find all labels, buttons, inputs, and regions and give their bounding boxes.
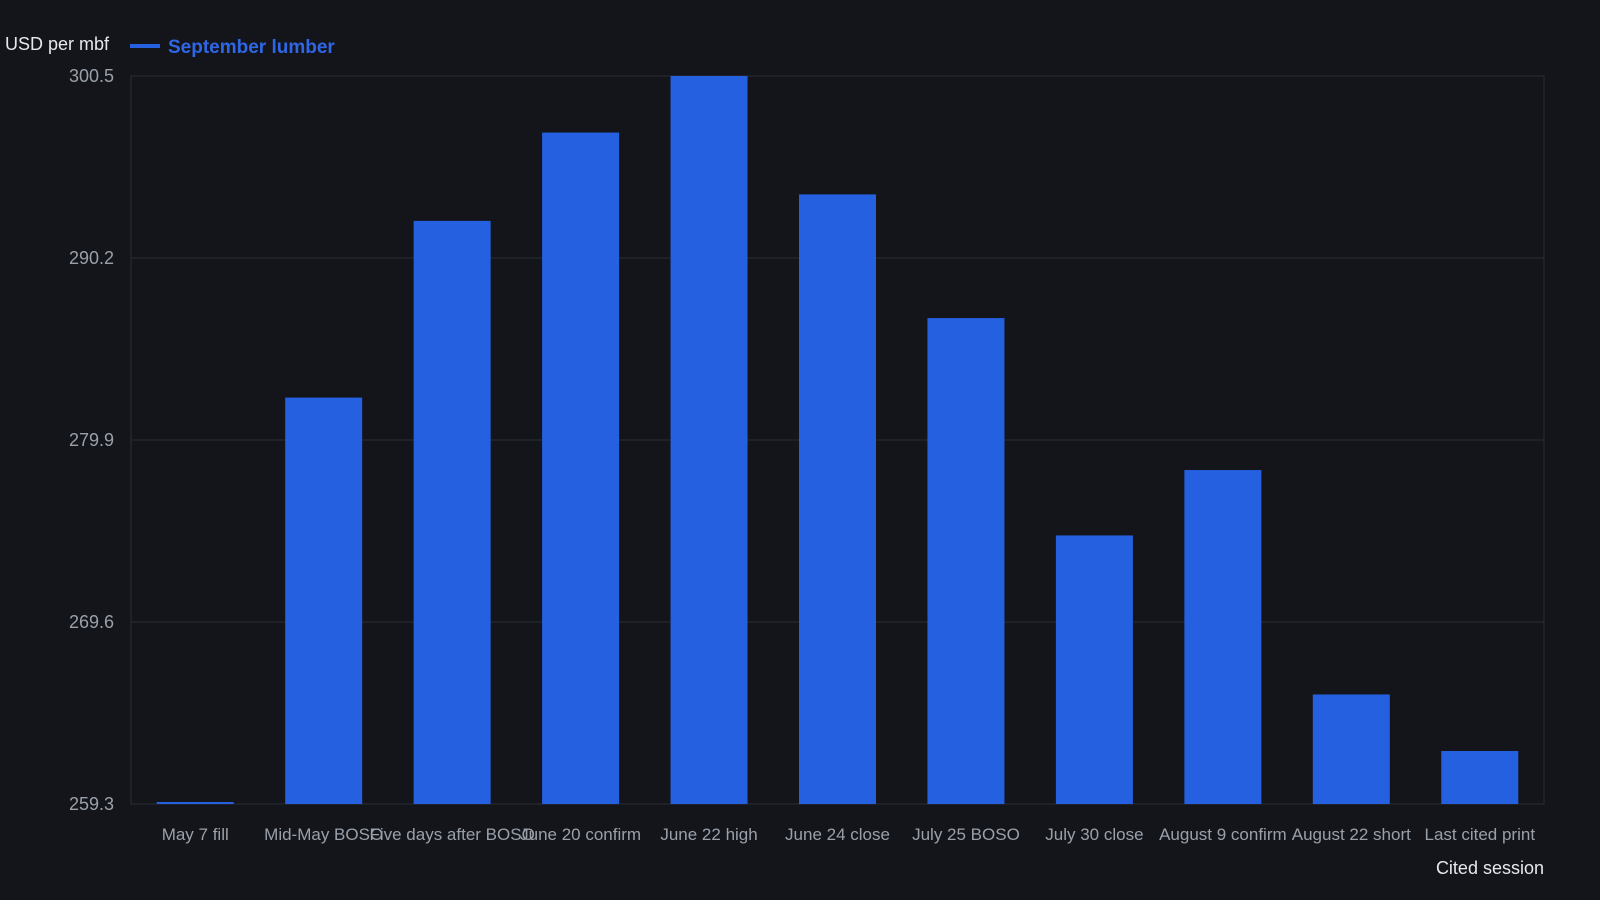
y-tick-label: 269.6: [69, 612, 114, 632]
y-tick-label: 259.3: [69, 794, 114, 814]
x-tick-label: Last cited print: [1424, 825, 1535, 844]
y-tick-label: 279.9: [69, 430, 114, 450]
x-tick-label: July 25 BOSO: [912, 825, 1020, 844]
bar-8[interactable]: [1055, 535, 1133, 804]
x-tick-label: Mid-May BOSO: [264, 825, 383, 844]
legend-label: September lumber: [168, 37, 335, 58]
y-tick-label: 290.2: [69, 248, 114, 268]
x-tick-label: August 22 short: [1292, 825, 1411, 844]
x-tick-label: June 22 high: [660, 825, 757, 844]
bar-9[interactable]: [1184, 470, 1262, 804]
bar-7[interactable]: [927, 318, 1005, 804]
bar-10[interactable]: [1312, 694, 1390, 804]
bar-1[interactable]: [156, 802, 234, 804]
x-tick-label: June 24 close: [785, 825, 890, 844]
x-tick-label: Five days after BOSO: [369, 825, 534, 844]
x-axis-title: Cited session: [1436, 858, 1544, 878]
bar-4[interactable]: [542, 132, 620, 804]
x-tick-label: June 20 confirm: [520, 825, 641, 844]
bar-2[interactable]: [285, 397, 363, 804]
legend[interactable]: September lumber: [130, 37, 335, 58]
x-tick-label: July 30 close: [1045, 825, 1143, 844]
x-tick-label: May 7 fill: [162, 825, 229, 844]
y-axis-ticks: 300.5 290.2 279.9 269.6 259.3: [69, 66, 114, 814]
bar-6[interactable]: [799, 194, 876, 804]
y-axis-title: USD per mbf: [5, 34, 110, 54]
y-tick-label: 300.5: [69, 66, 114, 86]
x-tick-label: August 9 confirm: [1159, 825, 1287, 844]
bar-5[interactable]: [670, 76, 748, 804]
bar-3[interactable]: [413, 220, 491, 805]
bars: [156, 76, 1519, 805]
bar-11[interactable]: [1441, 750, 1519, 804]
